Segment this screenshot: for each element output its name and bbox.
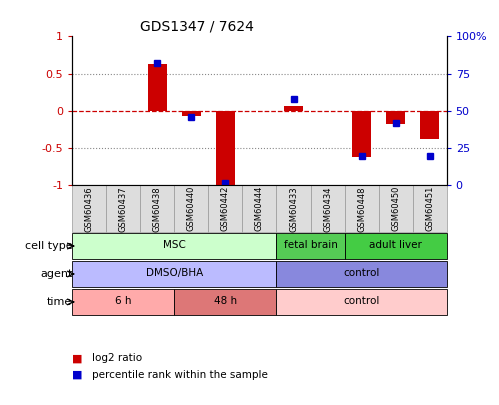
Bar: [148, 64, 167, 111]
Bar: [243, 185, 276, 232]
Bar: [106, 185, 140, 232]
Bar: [175, 289, 276, 315]
Bar: [379, 185, 413, 232]
Text: time: time: [47, 297, 72, 307]
Text: ■: ■: [72, 370, 83, 379]
Text: GSM60437: GSM60437: [119, 186, 128, 232]
Bar: [276, 261, 447, 287]
Bar: [182, 111, 201, 116]
Bar: [276, 289, 447, 315]
Text: GSM60434: GSM60434: [323, 186, 332, 232]
Text: GSM60436: GSM60436: [85, 186, 94, 232]
Bar: [413, 185, 447, 232]
Text: fetal brain: fetal brain: [283, 241, 337, 250]
Bar: [276, 185, 310, 232]
Bar: [140, 185, 175, 232]
Text: GSM60451: GSM60451: [425, 186, 434, 232]
Bar: [420, 111, 439, 139]
Text: GSM60450: GSM60450: [391, 186, 400, 232]
Bar: [344, 185, 379, 232]
Bar: [352, 111, 371, 157]
Bar: [175, 185, 209, 232]
Text: GSM60433: GSM60433: [289, 186, 298, 232]
Text: MSC: MSC: [163, 241, 186, 250]
Text: GSM60442: GSM60442: [221, 186, 230, 232]
Text: DMSO/BHA: DMSO/BHA: [146, 269, 203, 278]
Text: percentile rank within the sample: percentile rank within the sample: [92, 370, 268, 379]
Text: GSM60440: GSM60440: [187, 186, 196, 232]
Bar: [72, 261, 276, 287]
Bar: [284, 106, 303, 111]
Text: GSM60438: GSM60438: [153, 186, 162, 232]
Text: adult liver: adult liver: [369, 241, 422, 250]
Bar: [72, 289, 175, 315]
Bar: [216, 111, 235, 185]
Bar: [310, 185, 344, 232]
Text: ■: ■: [72, 354, 83, 363]
Text: cell type: cell type: [25, 241, 72, 251]
Text: 48 h: 48 h: [214, 296, 237, 306]
Bar: [386, 111, 405, 124]
Text: log2 ratio: log2 ratio: [92, 354, 142, 363]
Text: control: control: [343, 269, 380, 278]
Text: GSM60444: GSM60444: [255, 186, 264, 232]
Text: control: control: [343, 296, 380, 306]
Text: GDS1347 / 7624: GDS1347 / 7624: [140, 20, 253, 34]
Bar: [72, 233, 276, 259]
Text: agent: agent: [40, 269, 72, 279]
Text: GSM60448: GSM60448: [357, 186, 366, 232]
Bar: [344, 233, 447, 259]
Bar: [72, 185, 106, 232]
Text: 6 h: 6 h: [115, 296, 132, 306]
Bar: [209, 185, 243, 232]
Bar: [276, 233, 344, 259]
